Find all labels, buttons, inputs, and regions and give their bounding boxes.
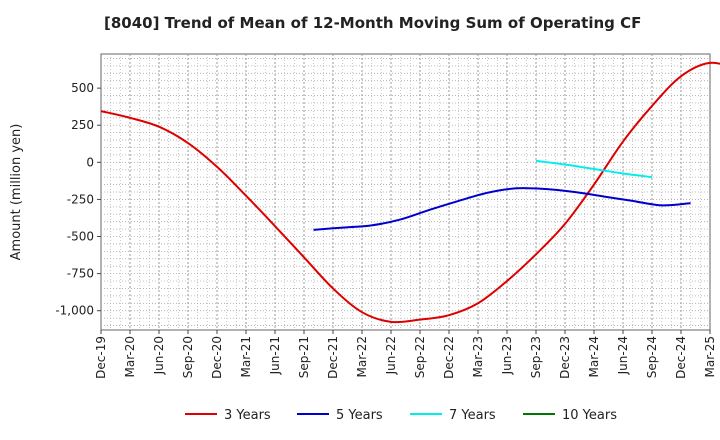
y-tick-label: -1,000	[55, 304, 94, 318]
x-tick-label: Sep-24	[645, 336, 659, 378]
y-tick-label: -750	[67, 267, 94, 281]
x-tick-label: Mar-24	[587, 336, 601, 377]
y-tick-label: 500	[71, 81, 94, 95]
chart-title: [8040] Trend of Mean of 12-Month Moving …	[104, 14, 641, 32]
x-tick-label: Mar-25	[703, 336, 717, 377]
y-tick-label: 0	[86, 155, 94, 169]
x-tick-label: Sep-23	[529, 336, 543, 378]
x-tick-label: Mar-21	[239, 336, 253, 377]
series-line-3-years	[100, 61, 720, 324]
x-tick-label: Sep-20	[181, 336, 195, 378]
y-tick-label: -500	[67, 230, 94, 244]
legend-label-5-years: 5 Years	[336, 408, 383, 423]
x-tick-label: Mar-20	[123, 336, 137, 377]
x-tick-label: Dec-21	[326, 336, 340, 379]
legend: 3 Years 5 Years 7 Years 10 Years	[185, 408, 617, 423]
x-tick-label: Dec-24	[674, 336, 688, 379]
x-tick-label: Dec-19	[94, 336, 108, 379]
y-axis-ticks: 500 250 0 -250 -500 -750 -1,000	[55, 81, 101, 318]
x-tick-label: Dec-20	[210, 336, 224, 379]
x-tick-label: Dec-22	[442, 336, 456, 379]
y-tick-label: 250	[71, 118, 94, 132]
x-tick-label: Jun-20	[152, 336, 166, 375]
legend-label-10-years: 10 Years	[562, 408, 617, 423]
x-tick-label: Jun-24	[616, 336, 630, 375]
legend-label-3-years: 3 Years	[224, 408, 271, 423]
series-line-5-years	[313, 187, 691, 231]
legend-label-7-years: 7 Years	[449, 408, 496, 423]
x-tick-label: Sep-22	[413, 336, 427, 378]
x-tick-label: Jun-22	[384, 336, 398, 375]
x-tick-label: Sep-21	[297, 336, 311, 378]
x-tick-label: Mar-23	[471, 336, 485, 377]
x-tick-label: Jun-21	[268, 336, 282, 375]
y-tick-label: -250	[67, 192, 94, 206]
y-axis-label: Amount (million yen)	[9, 124, 24, 261]
plot-area	[100, 53, 711, 331]
x-tick-label: Jun-23	[500, 336, 514, 375]
x-tick-label: Mar-22	[355, 336, 369, 377]
series-group	[100, 61, 720, 324]
series-line-7-years	[535, 159, 653, 179]
x-axis-ticks: Dec-19 Mar-20 Jun-20 Sep-20 Dec-20 Mar-21 Jun-…	[94, 330, 717, 379]
x-tick-label: Dec-23	[558, 336, 572, 379]
